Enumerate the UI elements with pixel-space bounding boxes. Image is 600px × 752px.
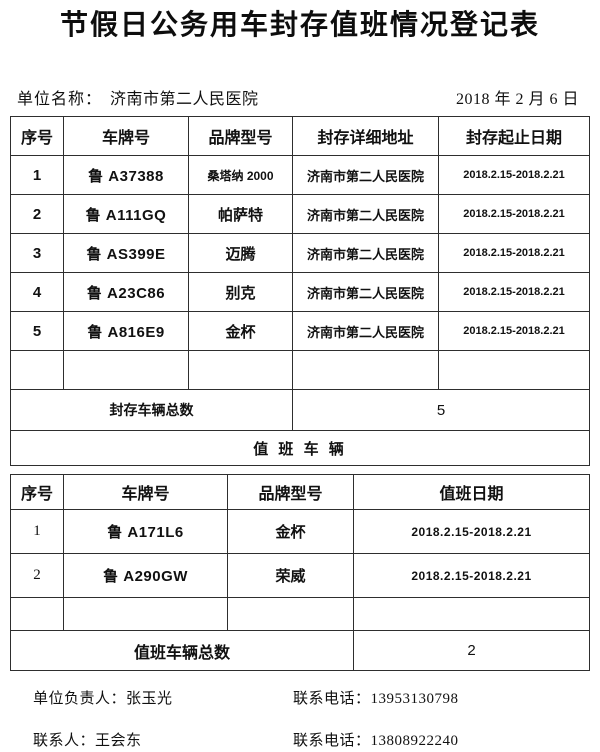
footer-row-contact: 联系人：王会东 联系电话：13808922240: [10, 729, 590, 750]
column-header-duty-date: 值班日期: [353, 474, 590, 510]
date-range-cell: 2018.2.15-2018.2.21: [438, 194, 590, 234]
contact-info: 联系人：王会东: [10, 729, 293, 750]
registration-date: 2018 年 2 月 6 日: [455, 91, 579, 108]
serial-cell: 1: [10, 155, 64, 195]
serial-cell: 5: [10, 311, 64, 351]
serial-cell: [10, 350, 64, 390]
address-cell: 济南市第二人民医院: [292, 233, 439, 273]
sealed-vehicles-table: 序号 车牌号 品牌型号 封存详细地址 封存起止日期 1 鲁 A37388 桑塔纳…: [10, 116, 590, 466]
table-row-empty: [10, 350, 590, 390]
brand-cell: 迈腾: [188, 233, 293, 273]
brand-cell: 别克: [188, 272, 293, 312]
date-range-cell: [438, 350, 590, 390]
unit-name-value: 济南市第二人民医院: [110, 91, 259, 108]
contact-label: 联系人：: [33, 733, 96, 749]
manager-info: 单位负责人：张玉光: [10, 687, 293, 708]
manager-phone-info: 联系电话：13953130798: [293, 687, 459, 708]
table-header-row: 序号 车牌号 品牌型号 封存详细地址 封存起止日期: [10, 116, 590, 156]
unit-info-row: 单位名称： 济南市第二人民医院 2018 年 2 月 6 日: [10, 85, 590, 109]
brand-cell: [227, 597, 354, 631]
address-cell: 济南市第二人民医院: [292, 272, 439, 312]
brand-cell: 帕萨特: [188, 194, 293, 234]
address-cell: [292, 350, 439, 390]
address-cell: 济南市第二人民医院: [292, 194, 439, 234]
table-row: 2 鲁 A111GQ 帕萨特 济南市第二人民医院 2018.2.15-2018.…: [10, 194, 590, 234]
manager-phone-label: 联系电话：: [293, 691, 371, 707]
duty-vehicles-table: 序号 车牌号 品牌型号 值班日期 1 鲁 A171L6 金杯 2018.2.15…: [10, 474, 590, 671]
duty-total-label: 值班车辆总数: [10, 630, 354, 671]
date-range-cell: 2018.2.15-2018.2.21: [438, 155, 590, 195]
plate-cell: 鲁 A111GQ: [63, 194, 189, 234]
plate-cell: 鲁 AS399E: [63, 233, 189, 273]
serial-cell: 3: [10, 233, 64, 273]
contact-name: 王会东: [95, 733, 142, 749]
duty-total-row: 值班车辆总数 2: [10, 630, 590, 671]
footer-row-manager: 单位负责人：张玉光 联系电话：13953130798: [10, 687, 590, 708]
column-header-date-range: 封存起止日期: [438, 116, 590, 156]
table-row: 1 鲁 A37388 桑塔纳 2000 济南市第二人民医院 2018.2.15-…: [10, 155, 590, 195]
serial-cell: 2: [10, 553, 64, 598]
plate-cell: 鲁 A290GW: [63, 553, 228, 598]
table-row: 5 鲁 A816E9 金杯 济南市第二人民医院 2018.2.15-2018.2…: [10, 311, 590, 351]
contact-phone-label: 联系电话：: [293, 733, 371, 749]
manager-name: 张玉光: [126, 691, 173, 707]
manager-label: 单位负责人：: [33, 691, 127, 707]
contact-phone-value: 13808922240: [370, 733, 459, 749]
table-row: 3 鲁 AS399E 迈腾 济南市第二人民医院 2018.2.15-2018.2…: [10, 233, 590, 273]
serial-cell: 1: [10, 509, 64, 554]
address-cell: 济南市第二人民医院: [292, 311, 439, 351]
duty-section-title: 值 班 车 辆: [10, 430, 590, 466]
duty-total-value: 2: [353, 630, 590, 671]
serial-cell: 2: [10, 194, 64, 234]
table-header-row: 序号 车牌号 品牌型号 值班日期: [10, 474, 590, 510]
column-header-serial: 序号: [10, 116, 64, 156]
brand-cell: [188, 350, 293, 390]
page-title: 节假日公务用车封存值班情况登记表: [59, 9, 540, 40]
brand-cell: 桑塔纳 2000: [188, 155, 293, 195]
column-header-brand: 品牌型号: [227, 474, 354, 510]
brand-cell: 荣威: [227, 553, 354, 598]
manager-phone-value: 13953130798: [370, 691, 459, 707]
column-header-address: 封存详细地址: [292, 116, 439, 156]
table-row-empty: [10, 597, 590, 631]
sealed-total-value: 5: [292, 389, 590, 431]
unit-name-group: 单位名称： 济南市第二人民医院: [10, 85, 259, 109]
duty-date-cell: 2018.2.15-2018.2.21: [353, 509, 590, 554]
duty-date-cell: 2018.2.15-2018.2.21: [353, 553, 590, 598]
plate-cell: 鲁 A37388: [63, 155, 189, 195]
contact-phone-info: 联系电话：13808922240: [293, 729, 459, 750]
sealed-total-row: 封存车辆总数 5: [10, 389, 590, 431]
duty-date-cell: [353, 597, 590, 631]
plate-cell: 鲁 A171L6: [63, 509, 228, 554]
unit-name-label: 单位名称：: [17, 91, 103, 108]
brand-cell: 金杯: [188, 311, 293, 351]
column-header-serial: 序号: [10, 474, 64, 510]
table-row: 1 鲁 A171L6 金杯 2018.2.15-2018.2.21: [10, 509, 590, 554]
plate-cell: 鲁 A816E9: [63, 311, 189, 351]
brand-cell: 金杯: [227, 509, 354, 554]
column-header-plate: 车牌号: [63, 474, 228, 510]
column-header-brand: 品牌型号: [188, 116, 293, 156]
duty-section-band: 值 班 车 辆: [10, 430, 590, 466]
plate-cell: 鲁 A23C86: [63, 272, 189, 312]
serial-cell: [10, 597, 64, 631]
sealed-total-label: 封存车辆总数: [10, 389, 293, 431]
table-row: 2 鲁 A290GW 荣威 2018.2.15-2018.2.21: [10, 553, 590, 598]
footer: 单位负责人：张玉光 联系电话：13953130798 联系人：王会东 联系电话：…: [10, 687, 590, 750]
plate-cell: [63, 597, 228, 631]
date-range-cell: 2018.2.15-2018.2.21: [438, 311, 590, 351]
column-header-plate: 车牌号: [63, 116, 189, 156]
address-cell: 济南市第二人民医院: [292, 155, 439, 195]
date-range-cell: 2018.2.15-2018.2.21: [438, 233, 590, 273]
serial-cell: 4: [10, 272, 64, 312]
date-range-cell: 2018.2.15-2018.2.21: [438, 272, 590, 312]
table-row: 4 鲁 A23C86 别克 济南市第二人民医院 2018.2.15-2018.2…: [10, 272, 590, 312]
plate-cell: [63, 350, 189, 390]
